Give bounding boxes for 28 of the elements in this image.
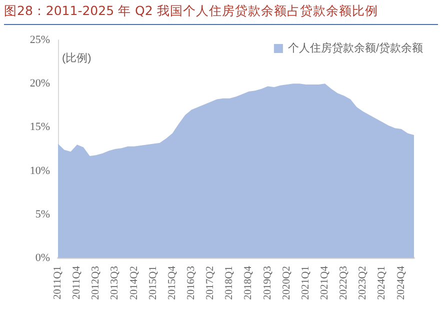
legend-label: 个人住房贷款余额/贷款余额 [288,42,424,54]
x-tick-label: 2020Q2 [281,266,292,300]
x-tick-label: 2022Q3 [338,266,350,300]
x-tick-label: 2024Q4 [396,265,407,300]
x-tick-label: 2018Q1 [224,266,236,300]
x-tick-label: 2021Q4 [320,265,330,300]
x-tick-label: 2021Q1 [300,266,312,300]
x-tick-label: 2015Q1 [148,266,159,300]
y-tick-label: 15% [30,121,50,134]
x-tick-label: 2014Q2 [128,266,140,300]
x-tick-label: 2019Q3 [262,266,274,300]
y-tick-label: 0% [35,252,50,264]
x-tick-label: 2018Q4 [243,265,254,300]
chart-title: 图28：2011-2025 年 Q2 我国个人住房贷款余额占贷款余额比例 [4,3,438,25]
y-tick-label: 25% [30,34,50,46]
y-axis-title: (比例) [62,52,92,64]
y-tick-label: 10% [30,164,50,177]
x-tick-label: 2011Q1 [52,266,64,300]
x-tick-label: 2012Q3 [90,266,102,300]
x-tick-label: 2016Q3 [186,266,197,300]
x-tick-label: 2017Q2 [205,266,216,300]
x-tick-label: 2024Q1 [376,266,388,300]
y-tick-label: 20% [30,78,50,90]
x-tick-label: 2013Q3 [110,266,121,300]
x-tick-label: 2023Q2 [358,266,369,300]
x-tick-label: 2015Q4 [166,265,178,300]
y-tick-label: 5% [35,208,50,220]
x-tick-label: 2011Q4 [72,265,83,300]
